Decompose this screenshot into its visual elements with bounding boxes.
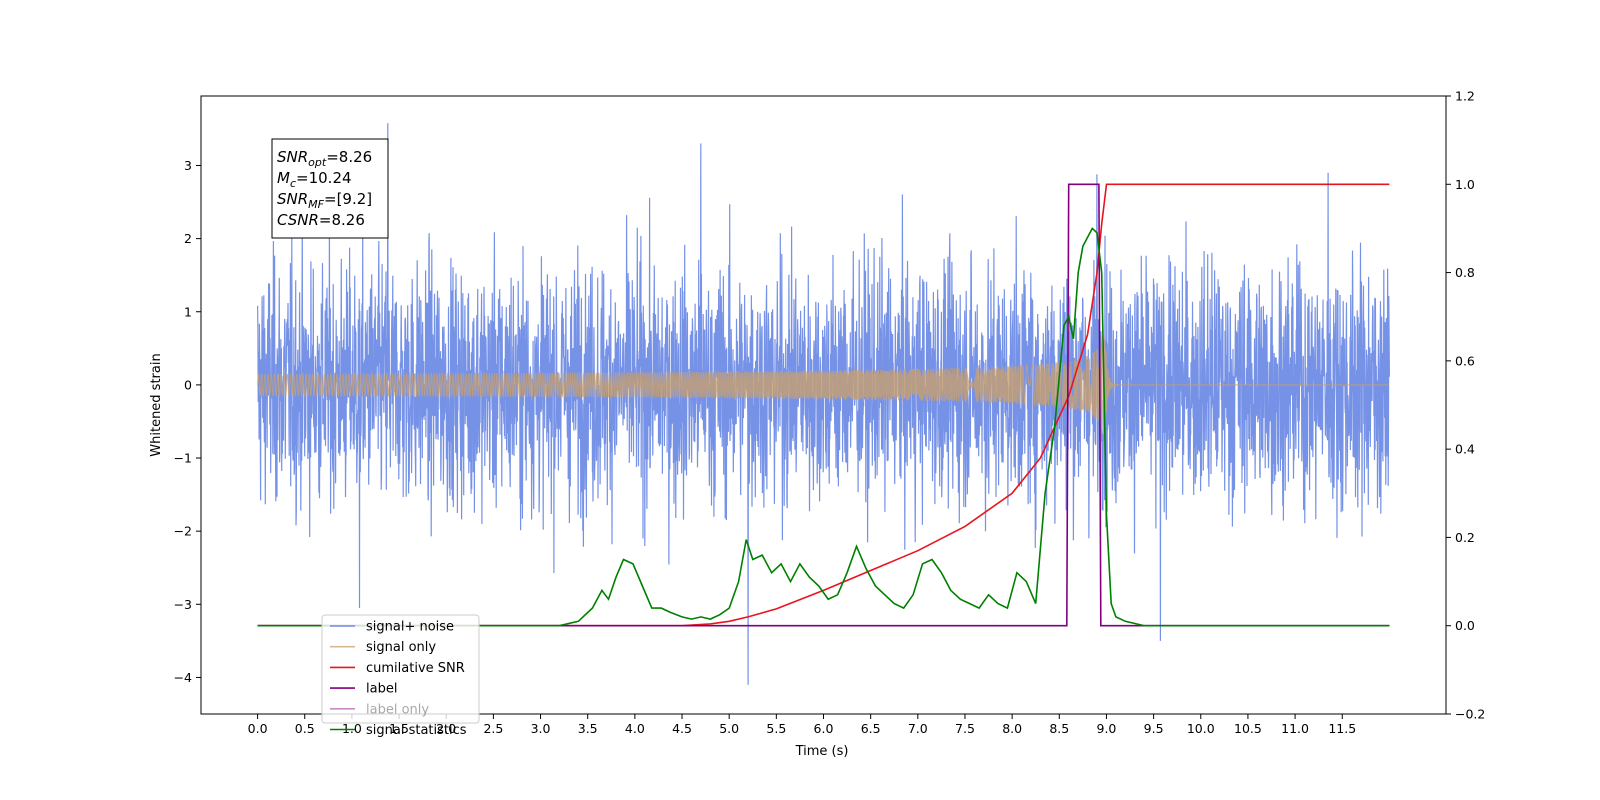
legend: signal+ noise signal only cumilative SNR la… xyxy=(321,614,480,738)
legend-label: cumilative SNR xyxy=(366,661,465,676)
y2-tick-label: 1.2 xyxy=(1455,89,1475,104)
y2-tick-label: −0.2 xyxy=(1455,707,1485,722)
y2-tick-label: 0.8 xyxy=(1455,265,1475,280)
legend-label: signal only xyxy=(366,640,436,655)
x-tick-label: 8.5 xyxy=(1049,721,1069,736)
x-tick-label: 9.0 xyxy=(1097,721,1117,736)
x-tick-label: 2.0 xyxy=(436,721,456,736)
annotation-value: =8.26 xyxy=(319,211,365,229)
annotation-subscript: opt xyxy=(308,156,327,169)
x-tick-label: 11.0 xyxy=(1281,721,1309,736)
series-signal-statistics-line xyxy=(257,227,1390,627)
x-tick-label: 5.5 xyxy=(766,721,786,736)
series-signal-only-line xyxy=(257,335,1390,444)
annotation-line: SNRopt=8.26 xyxy=(277,148,372,169)
y2-tick-label: 0.6 xyxy=(1455,353,1475,368)
y-tick-label: 0 xyxy=(184,377,192,392)
x-tick-label: 3.5 xyxy=(578,721,598,736)
x-tick-label: 0.0 xyxy=(248,721,268,736)
x-tick-label: 9.5 xyxy=(1144,721,1164,736)
x-tick-label: 7.5 xyxy=(955,721,975,736)
x-axis-ticks: 0.0 0.5 1.0 1.5 2.0 2.5 3.0 3.5 4.0 4.5 5.0 5.5 6.0 6… xyxy=(248,714,1356,736)
x-tick-label: 10.0 xyxy=(1187,721,1215,736)
x-tick-label: 6.0 xyxy=(814,721,834,736)
annotation-symbol: SNR xyxy=(277,190,308,208)
x-tick-label: 4.0 xyxy=(625,721,645,736)
y-tick-label: 1 xyxy=(184,304,192,319)
y-axis-label: Whitened strain xyxy=(149,353,164,456)
legend-label: signal+ noise xyxy=(366,620,454,635)
series-signal-noise-line xyxy=(257,123,1390,685)
x-tick-label: 7.0 xyxy=(908,721,928,736)
annotation-frame xyxy=(271,138,389,239)
y2-axis-ticks: −0.2 0.0 0.2 0.4 0.6 0.8 1.0 1.2 xyxy=(1446,89,1485,722)
x-tick-label: 4.5 xyxy=(672,721,692,736)
x-tick-label: 11.5 xyxy=(1328,721,1356,736)
x-tick-label: 1.0 xyxy=(342,721,362,736)
series-cumilative-snr-line xyxy=(257,183,1390,627)
x-axis-label: Time (s) xyxy=(795,744,849,759)
y-axis-ticks: −4 −3 −2 −1 0 1 2 3 xyxy=(174,158,201,685)
y2-tick-label: 0.2 xyxy=(1455,530,1475,545)
y2-tick-label: 0.0 xyxy=(1455,618,1475,633)
y-tick-label: 2 xyxy=(184,231,192,246)
annotation-line: CSNR=8.26 xyxy=(277,211,365,229)
annotation-subscript: c xyxy=(290,177,296,190)
y2-tick-label: 0.4 xyxy=(1455,442,1475,457)
legend-frame xyxy=(321,614,480,724)
x-tick-label: 0.5 xyxy=(295,721,315,736)
y-tick-label: −1 xyxy=(174,451,192,466)
x-tick-label: 10.5 xyxy=(1234,721,1262,736)
annotation-value: =[9.2] xyxy=(324,190,372,208)
y-tick-label: −3 xyxy=(174,597,192,612)
x-tick-label: 3.0 xyxy=(531,721,551,736)
x-tick-label: 5.0 xyxy=(719,721,739,736)
legend-label: label xyxy=(366,682,397,697)
annotation-symbol: CSNR xyxy=(277,211,319,229)
x-tick-label: 6.5 xyxy=(861,721,881,736)
legend-label: signal statistics xyxy=(366,723,467,738)
annotation-symbol: M xyxy=(277,169,290,187)
x-tick-label: 8.0 xyxy=(1002,721,1022,736)
series-layer xyxy=(257,123,1390,685)
annotation-subscript: MF xyxy=(308,198,324,211)
annotation-symbol: SNR xyxy=(277,148,308,166)
x-tick-label: 1.5 xyxy=(389,721,409,736)
legend-label: label only xyxy=(366,702,429,717)
y-tick-label: −2 xyxy=(174,524,192,539)
annotation-value: =10.24 xyxy=(296,169,352,187)
annotation-line: SNRMF=[9.2] xyxy=(277,190,372,211)
y-tick-label: 3 xyxy=(184,158,192,173)
annotation-value: =8.26 xyxy=(326,148,372,166)
annotation-line: Mc=10.24 xyxy=(277,169,352,190)
y2-tick-label: 1.0 xyxy=(1455,177,1475,192)
y-tick-label: −4 xyxy=(174,670,192,685)
x-tick-label: 2.5 xyxy=(483,721,503,736)
